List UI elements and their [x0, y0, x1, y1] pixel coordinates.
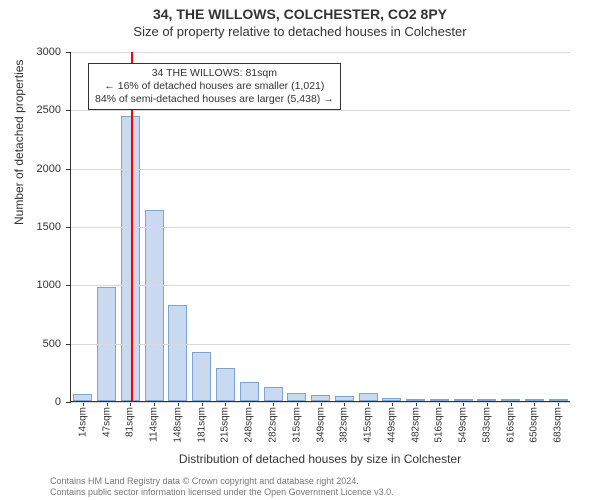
histogram-bar	[168, 305, 187, 401]
ytick-label: 2500	[37, 104, 61, 116]
ytick-label: 500	[43, 338, 61, 350]
xtick-label: 114sqm	[149, 407, 160, 442]
ytick-mark	[66, 110, 71, 111]
gridline	[71, 402, 570, 403]
gridline	[71, 285, 570, 286]
gridline	[71, 110, 570, 111]
xtick-label: 14sqm	[77, 407, 88, 437]
histogram-bar	[264, 387, 283, 401]
gridline	[71, 344, 570, 345]
xtick-label: 583sqm	[481, 407, 492, 443]
page-title: 34, THE WILLOWS, COLCHESTER, CO2 8PY	[0, 0, 600, 22]
histogram-bar	[359, 393, 378, 401]
footer-attribution: Contains HM Land Registry data © Crown c…	[50, 476, 394, 498]
xtick-label: 650sqm	[529, 407, 540, 443]
ytick-mark	[66, 402, 71, 403]
histogram-bar	[192, 352, 211, 401]
xtick-label: 516sqm	[434, 407, 445, 443]
gridline	[71, 52, 570, 53]
footer-line-2: Contains public sector information licen…	[50, 487, 394, 498]
ytick-label: 3000	[37, 46, 61, 58]
xtick-label: 315sqm	[291, 407, 302, 443]
xtick-label: 81sqm	[125, 407, 136, 437]
page-subtitle: Size of property relative to detached ho…	[0, 24, 600, 39]
xtick-label: 148sqm	[172, 407, 183, 443]
xtick-label: 248sqm	[244, 407, 255, 443]
xtick-label: 683sqm	[553, 407, 564, 443]
ytick-mark	[66, 169, 71, 170]
xtick-label: 47sqm	[101, 407, 112, 437]
xtick-label: 215sqm	[220, 407, 231, 443]
histogram-bar	[216, 368, 235, 401]
xtick-label: 349sqm	[315, 407, 326, 443]
annotation-line-2: ← 16% of detached houses are smaller (1,…	[95, 80, 334, 93]
ytick-mark	[66, 285, 71, 286]
annotation-box: 34 THE WILLOWS: 81sqm ← 16% of detached …	[88, 63, 341, 110]
ytick-mark	[66, 344, 71, 345]
y-axis-label: Number of detached properties	[12, 60, 26, 225]
xtick-label: 181sqm	[196, 407, 207, 443]
gridline	[71, 227, 570, 228]
ytick-label: 0	[55, 396, 61, 408]
histogram-bar	[145, 210, 164, 401]
chart-container: 34, THE WILLOWS, COLCHESTER, CO2 8PY Siz…	[0, 0, 600, 500]
xtick-label: 449sqm	[386, 407, 397, 443]
xtick-label: 482sqm	[410, 407, 421, 443]
ytick-label: 1000	[37, 279, 61, 291]
ytick-label: 1500	[37, 221, 61, 233]
histogram-bar	[73, 394, 92, 401]
ytick-label: 2000	[37, 163, 61, 175]
ytick-mark	[66, 227, 71, 228]
annotation-line-1: 34 THE WILLOWS: 81sqm	[95, 67, 334, 80]
xtick-label: 616sqm	[505, 407, 516, 443]
histogram-bar	[287, 393, 306, 401]
ytick-mark	[66, 52, 71, 53]
xtick-label: 282sqm	[268, 407, 279, 443]
x-axis-label: Distribution of detached houses by size …	[70, 452, 570, 466]
xtick-label: 415sqm	[363, 407, 374, 443]
footer-line-1: Contains HM Land Registry data © Crown c…	[50, 476, 394, 487]
gridline	[71, 169, 570, 170]
histogram-bar	[240, 382, 259, 401]
xtick-label: 549sqm	[458, 407, 469, 443]
annotation-line-3: 84% of semi-detached houses are larger (…	[95, 93, 334, 106]
xtick-label: 382sqm	[339, 407, 350, 443]
